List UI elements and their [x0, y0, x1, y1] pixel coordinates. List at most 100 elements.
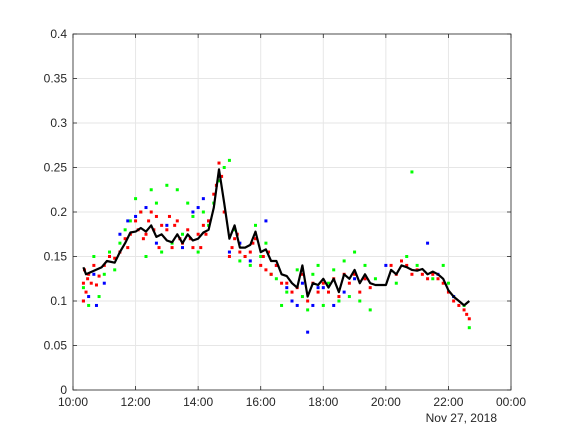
- data-point-red: [327, 290, 330, 294]
- data-point-red: [212, 192, 216, 196]
- data-point-green: [358, 299, 362, 303]
- data-point-green: [300, 295, 304, 299]
- data-point-blue: [300, 281, 304, 285]
- data-point-red: [207, 219, 211, 223]
- data-point-red: [123, 237, 127, 241]
- data-point-green: [405, 255, 409, 258]
- data-point-red: [368, 286, 372, 290]
- data-point-green: [316, 263, 320, 267]
- data-point-red: [204, 232, 208, 236]
- data-point-red: [196, 232, 200, 236]
- data-point-green: [175, 188, 179, 192]
- data-point-red: [267, 250, 271, 254]
- data-point-green: [128, 219, 132, 223]
- data-point-green: [92, 255, 96, 258]
- data-point-red: [222, 210, 226, 214]
- data-point-red: [261, 255, 265, 258]
- y-tick-label: 0.4: [50, 27, 67, 41]
- data-point-green: [149, 188, 153, 192]
- data-point-red: [89, 281, 93, 285]
- data-point-blue: [426, 241, 430, 245]
- data-point-blue: [94, 303, 98, 307]
- data-point-blue: [144, 206, 148, 210]
- x-tick-label: 16:00: [246, 395, 276, 409]
- data-point-green: [327, 281, 330, 285]
- data-point-green: [394, 281, 398, 285]
- data-point-green: [280, 303, 284, 307]
- data-point-red: [467, 317, 471, 321]
- data-point-red: [220, 174, 224, 178]
- data-point-red: [157, 246, 161, 250]
- data-point-green: [227, 158, 231, 162]
- data-point-blue: [102, 281, 106, 285]
- data-point-red: [363, 277, 367, 281]
- x-tick-label: 00:00: [496, 395, 526, 409]
- data-point-red: [84, 290, 88, 294]
- data-point-blue: [332, 303, 336, 307]
- data-point-blue: [165, 223, 169, 227]
- data-point-blue: [290, 299, 294, 303]
- data-point-blue: [311, 303, 315, 307]
- data-point-red: [227, 255, 231, 258]
- data-point-blue: [181, 246, 184, 250]
- data-point-green: [441, 263, 445, 267]
- x-tick-label: 14:00: [183, 395, 213, 409]
- data-point-red: [134, 219, 138, 223]
- data-point-red: [254, 237, 257, 241]
- data-point-red: [269, 272, 273, 276]
- data-point-green: [353, 250, 357, 254]
- data-point-green: [363, 263, 367, 267]
- data-point-red: [405, 263, 409, 267]
- data-point-red: [173, 223, 177, 227]
- y-tick-label: 0: [60, 383, 67, 397]
- data-point-green: [306, 308, 310, 312]
- data-point-green: [311, 272, 315, 276]
- data-point-red: [113, 256, 117, 260]
- data-point-green: [123, 228, 127, 232]
- data-point-green: [332, 268, 336, 272]
- data-point-red: [186, 228, 190, 232]
- data-point-green: [259, 255, 263, 258]
- data-point-green: [342, 259, 346, 263]
- y-tick-label: 0.25: [44, 161, 68, 175]
- data-point-green: [373, 277, 377, 281]
- data-point-red: [290, 290, 294, 294]
- data-point-red: [389, 263, 393, 267]
- data-point-green: [285, 290, 289, 294]
- data-point-blue: [321, 286, 325, 290]
- data-point-red: [347, 281, 351, 285]
- data-point-blue: [384, 263, 388, 267]
- data-point-green: [467, 326, 471, 330]
- data-point-blue: [285, 286, 289, 290]
- data-point-green: [118, 241, 122, 245]
- data-point-red: [316, 290, 320, 294]
- data-point-red: [358, 290, 362, 294]
- data-point-red: [92, 263, 96, 267]
- data-point-green: [410, 170, 414, 174]
- data-point-red: [191, 246, 195, 250]
- data-point-blue: [87, 295, 91, 299]
- data-point-red: [170, 246, 174, 250]
- data-point-red: [462, 308, 466, 312]
- data-point-red: [300, 272, 304, 276]
- data-point-green: [295, 268, 299, 272]
- data-point-red: [259, 263, 263, 267]
- data-point-red: [465, 312, 469, 316]
- data-point-red: [457, 303, 461, 307]
- data-point-green: [191, 214, 195, 218]
- data-point-red: [217, 161, 221, 165]
- data-point-red: [94, 283, 98, 287]
- data-point-red: [243, 255, 247, 258]
- data-point-red: [141, 237, 145, 241]
- series-line: [82, 168, 471, 307]
- data-point-red: [126, 246, 130, 250]
- line-layer: [82, 168, 471, 307]
- x-tick-label: 12:00: [121, 395, 151, 409]
- data-point-red: [321, 281, 325, 285]
- data-point-green: [368, 308, 372, 312]
- tick-layer: 10:00 12:00 14:00 16:00 18:00 20:00 22:00 00:00…: [44, 27, 527, 409]
- data-point-green: [248, 263, 252, 267]
- x-tick-label: 10:00: [58, 395, 88, 409]
- data-point-green: [238, 259, 242, 263]
